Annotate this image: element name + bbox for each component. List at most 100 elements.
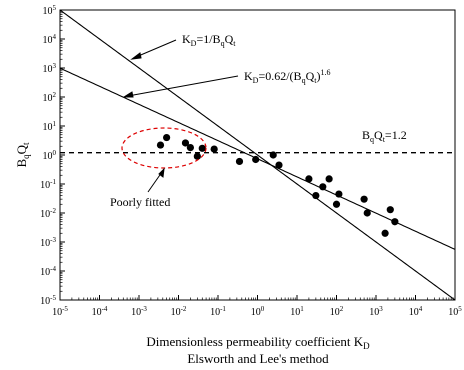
x-tick-label: 10-5 [52,305,68,318]
data-point [198,144,206,152]
x-tick-base: 10 [251,307,261,318]
data-point [325,175,333,183]
x-tick-exp: 2 [340,305,344,313]
y-tick-label: 100 [43,149,57,162]
x-tick-base: 10 [210,307,220,318]
y-title-b-sub: t [21,142,31,145]
y-title-b: Q [14,144,29,154]
kd1-lhs-sub: D [191,39,197,48]
data-point [312,191,320,200]
y-tick-exp: 3 [53,62,57,70]
x-tick-label: 103 [369,305,383,318]
y-tick-base: 10 [40,180,50,191]
y-tick-exp: 4 [53,33,57,41]
data-point [193,152,201,160]
bq-b-sub: t [383,135,386,144]
kd2-tail: ) [316,69,320,83]
x-tick-exp: -4 [102,305,108,313]
annotation-arrows [122,39,239,193]
data-point [381,229,389,237]
y-tick-base: 10 [40,209,50,220]
x-tick-base: 10 [448,307,458,318]
x-axis-title-sub: D [363,341,370,351]
annotation-poorly-fitted: Poorly fitted [110,195,170,209]
y-tick-label: 101 [43,120,57,133]
data-point [360,195,368,203]
y-tick-base: 10 [43,151,53,162]
data-point [181,139,190,147]
arrowhead-kd2 [122,91,134,98]
data-point [163,133,171,142]
y-tick-label: 102 [43,91,57,104]
x-tick-label: 101 [290,305,304,318]
tick-marks [59,9,456,301]
x-tick-label: 104 [409,305,423,318]
fit-lines [59,9,456,301]
y-tick-label: 10-1 [40,178,56,191]
x-tick-exp: 0 [261,305,265,313]
arrowhead-poorly [158,167,165,178]
y-tick-exp: -2 [50,207,56,215]
x-tick-base: 10 [369,307,379,318]
x-tick-exp: 4 [419,305,423,313]
kd2-lhs-sub: D [253,76,259,85]
y-tick-exp: -4 [50,265,56,273]
x-tick-base: 10 [330,307,340,318]
x-tick-exp: 1 [300,305,304,313]
y-tick-label: 105 [43,4,57,17]
y-tick-exp: -3 [50,236,56,244]
y-tick-base: 10 [40,238,50,249]
data-point [305,175,313,183]
x-tick-label: 102 [330,305,344,318]
data-point [335,190,343,198]
data-point [252,155,260,164]
fit-line-1 [59,9,456,301]
x-tick-exp: -1 [220,305,226,313]
y-tick-label: 10-5 [40,294,56,307]
y-tick-label: 104 [43,33,57,46]
x-tick-base: 10 [290,307,300,318]
y-axis-title: BqQt [14,142,31,168]
bq-rhs: =1.2 [385,128,407,142]
annotation-kd2: KD=0.62/(BqQt)1.6 [244,68,330,85]
kd2-lhs: K [244,69,253,83]
x-tick-base: 10 [409,307,419,318]
y-tick-base: 10 [43,93,53,104]
poorly-fitted-ellipse [121,127,207,169]
annotation-bq: BqQt=1.2 [362,128,407,144]
kd2-rhs2-sub: t [314,76,317,85]
x-tick-label: 10-1 [210,305,226,318]
kd1-lhs: K [182,32,191,46]
x-tick-label: 100 [251,305,265,318]
kd1-rhs2: Q [225,32,234,46]
data-point [186,143,194,152]
x-axis-title-line1: Dimensionless permeability coefficient K… [146,334,370,351]
kd2-rhs: =0.62/(B [258,69,301,83]
x-tick-base: 10 [131,307,141,318]
x-tick-labels: 10-5 10-4 10-3 10-2 10-1 100 101 102 103 104 105 [52,305,462,318]
x-tick-label: 10-4 [92,305,108,318]
y-title-a: B [14,159,29,168]
y-tick-exp: -1 [50,178,56,186]
x-tick-base: 10 [92,307,102,318]
x-tick-label: 105 [448,305,462,318]
bq-a: B [362,128,370,142]
y-tick-label: 103 [43,62,57,75]
y-tick-label: 10-4 [40,265,56,278]
y-tick-base: 10 [40,296,50,307]
y-title-a-sub: q [21,154,31,159]
arrow-kd2 [127,75,239,97]
data-point [156,141,165,149]
x-tick-exp: 3 [379,305,383,313]
x-tick-base: 10 [52,307,62,318]
kd2-rhs-sub: q [302,76,306,85]
y-tick-label: 10-2 [40,207,56,220]
bq-b: Q [374,128,383,142]
kd1-rhs-sub: q [221,39,225,48]
data-point [235,157,244,166]
data-point [363,209,371,217]
y-tick-exp: -5 [50,294,56,302]
y-tick-base: 10 [43,64,53,75]
